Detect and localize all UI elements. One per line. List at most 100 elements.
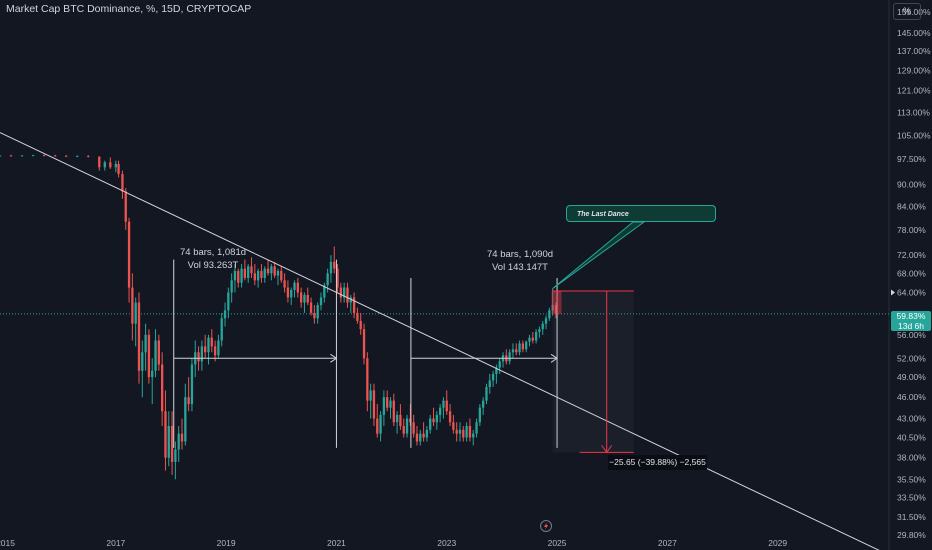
candle-body bbox=[20, 155, 24, 157]
candle-body bbox=[399, 414, 402, 427]
candle-body bbox=[352, 297, 356, 313]
y-tick-label: 33.50% bbox=[897, 493, 926, 503]
y-tick-label: 105.00% bbox=[897, 131, 931, 141]
candle-body bbox=[462, 429, 465, 438]
candle-body bbox=[31, 155, 35, 157]
y-tick-label: 31.50% bbox=[897, 512, 926, 522]
callout-last-dance[interactable]: The Last Dance bbox=[566, 205, 716, 222]
trendline bbox=[0, 132, 880, 550]
range2-bars: 74 bars, 1,090d bbox=[486, 249, 554, 260]
y-tick-label: 49.00% bbox=[897, 372, 926, 382]
candle-body bbox=[442, 400, 445, 408]
candle-body bbox=[276, 270, 280, 276]
candle-body bbox=[157, 340, 161, 365]
candle-body bbox=[425, 429, 429, 438]
candle-body bbox=[151, 370, 154, 378]
y-tick-label: 38.00% bbox=[897, 453, 926, 463]
callout-pointer bbox=[552, 221, 646, 289]
candle-body bbox=[415, 433, 419, 442]
candle-body bbox=[515, 349, 518, 353]
y-tick-label: 84.00% bbox=[897, 201, 926, 211]
candle-body bbox=[243, 268, 247, 278]
y-tick-label: 155.00% bbox=[897, 7, 931, 17]
y-tick-label: 52.00% bbox=[897, 353, 926, 363]
candle-body bbox=[247, 266, 250, 278]
measure-arrowhead bbox=[601, 445, 613, 454]
candle-body bbox=[200, 346, 204, 362]
y-tick-label: 29.80% bbox=[897, 530, 926, 540]
candle-body bbox=[491, 373, 495, 381]
last-price-value: 59.83% bbox=[896, 311, 926, 321]
range-tools bbox=[173, 259, 558, 448]
scale-percent-button[interactable]: % bbox=[893, 3, 921, 20]
candle-body bbox=[458, 429, 462, 434]
y-tick-label: 145.00% bbox=[897, 28, 931, 38]
y-tick-label: 97.50% bbox=[897, 154, 926, 164]
candle-body bbox=[389, 400, 392, 408]
candle-body bbox=[167, 426, 170, 458]
candle-body bbox=[280, 270, 283, 281]
candle-body bbox=[283, 280, 286, 288]
x-tick-label: 2015 bbox=[0, 538, 15, 548]
candle-body bbox=[531, 337, 534, 341]
x-tick-label: 2017 bbox=[106, 538, 125, 548]
candle-body bbox=[366, 358, 369, 401]
candle-body bbox=[319, 297, 323, 306]
candle-body bbox=[452, 422, 455, 430]
candle-body bbox=[392, 400, 395, 423]
candle-body bbox=[402, 426, 405, 434]
candle-body bbox=[455, 429, 458, 434]
candle-body bbox=[465, 426, 468, 438]
candle-body bbox=[379, 414, 382, 434]
candle-body bbox=[548, 310, 551, 319]
y-tick-label: 121.00% bbox=[897, 86, 931, 96]
range-arrowhead bbox=[550, 353, 558, 363]
candle-body bbox=[349, 297, 352, 303]
candle-body bbox=[141, 352, 144, 371]
y-tick-label: 113.00% bbox=[897, 107, 930, 117]
candle-body bbox=[323, 285, 326, 298]
last-price-tag: 59.83% 13d 6h bbox=[891, 311, 931, 331]
x-tick-label: 2021 bbox=[327, 538, 346, 548]
candle-body bbox=[356, 312, 359, 321]
candle-body bbox=[170, 426, 174, 462]
candle-body bbox=[220, 318, 223, 341]
candle-body bbox=[346, 287, 349, 303]
candle-body bbox=[326, 273, 329, 286]
candle-body bbox=[197, 352, 200, 362]
candle-body bbox=[511, 349, 515, 353]
range1-vol: Vol 93.263T bbox=[187, 260, 239, 271]
y-tick-label: 78.00% bbox=[897, 225, 926, 235]
candle-body bbox=[250, 266, 253, 274]
candle-body bbox=[233, 270, 237, 281]
candle-body bbox=[213, 346, 217, 356]
y-tick-label: 90.00% bbox=[897, 179, 926, 189]
candle-body bbox=[230, 280, 233, 293]
candle-body bbox=[187, 397, 190, 405]
candle-body bbox=[329, 261, 333, 274]
candle-body bbox=[313, 312, 316, 319]
candle-body bbox=[495, 367, 498, 374]
candle-body bbox=[551, 305, 554, 311]
candle-body bbox=[127, 221, 131, 288]
candle-body bbox=[336, 268, 339, 288]
candle-body bbox=[472, 433, 475, 438]
candle-body bbox=[299, 292, 303, 303]
candle-body bbox=[160, 364, 164, 412]
candle-body bbox=[266, 268, 270, 274]
candle-body bbox=[538, 329, 541, 332]
candle-body bbox=[429, 418, 432, 430]
candle-body bbox=[448, 411, 452, 423]
y-tick-label: 46.00% bbox=[897, 392, 926, 402]
candle-body bbox=[303, 294, 306, 303]
candle-body bbox=[87, 155, 90, 157]
candle-body bbox=[184, 397, 187, 442]
candle-series bbox=[0, 154, 558, 480]
candle-body bbox=[468, 426, 472, 438]
candle-body bbox=[263, 268, 266, 278]
candle-body bbox=[382, 397, 386, 415]
event-icon bbox=[540, 520, 553, 532]
candle-body bbox=[256, 270, 260, 281]
lightning-icon bbox=[544, 522, 549, 530]
